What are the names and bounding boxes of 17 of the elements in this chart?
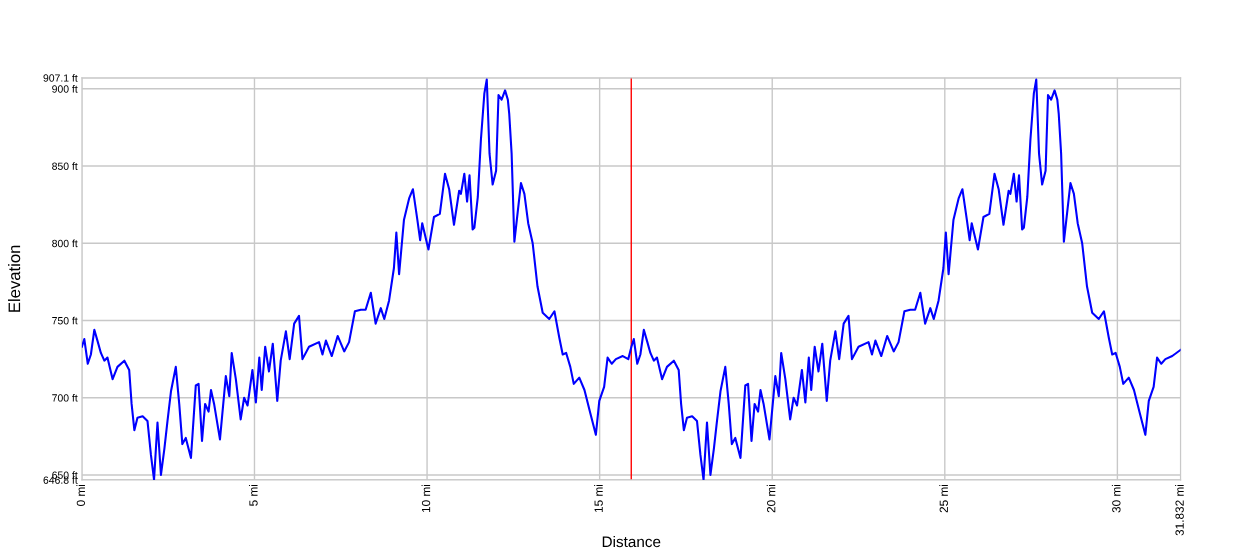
x-tick-label: 10 mi <box>421 484 431 513</box>
y-tick-label: 850 ft <box>52 162 78 170</box>
line-series <box>81 78 1181 480</box>
y-axis-title: Elevation <box>8 245 21 312</box>
y-tick-label: 907.1 ft <box>43 74 78 82</box>
y-tick-label: 800 ft <box>52 239 78 248</box>
x-axis-title: Distance <box>602 535 661 548</box>
y-tick-label: 900 ft <box>52 85 78 93</box>
x-tick-label: 5 mi <box>248 484 258 506</box>
x-tick-label: 30 mi <box>1111 484 1121 513</box>
y-tick-label: 750 ft <box>52 316 78 325</box>
x-tick-label: 15 mi <box>594 484 603 513</box>
y-tick-label: 700 ft <box>52 393 78 402</box>
x-tick-label: 25 mi <box>939 484 948 513</box>
x-tick-label: 0 mi <box>76 484 86 506</box>
x-tick-label: 20 mi <box>766 484 776 513</box>
x-tick-label: 31.832 mi <box>1175 484 1184 536</box>
